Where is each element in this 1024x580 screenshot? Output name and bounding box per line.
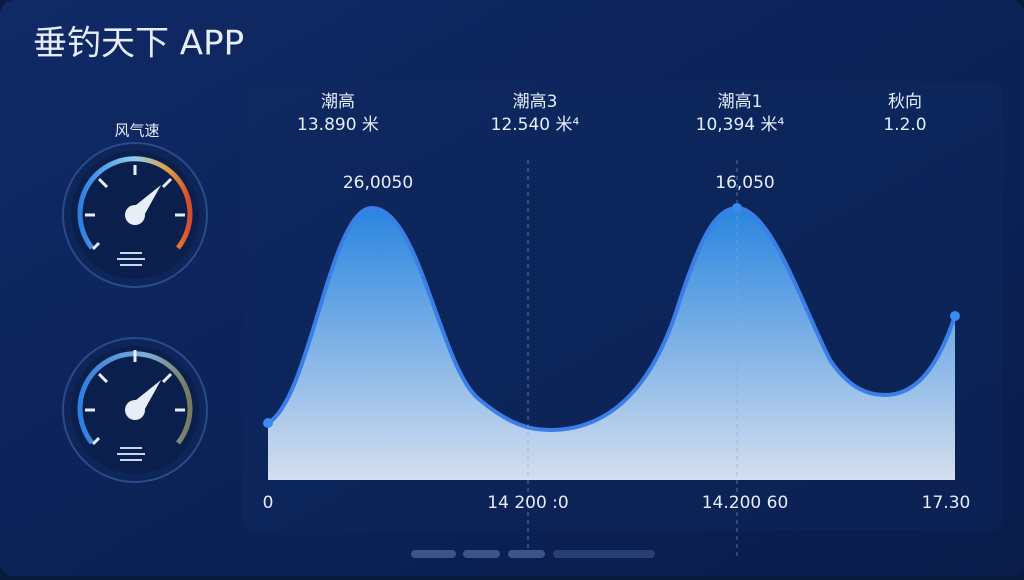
tide-label: 秋向 — [888, 92, 922, 112]
tide-value: 13.890 米 — [297, 115, 379, 135]
x-label: 14.200 60 — [702, 493, 789, 513]
x-label: 14 200 :0 — [487, 493, 568, 513]
tide-value: 12.540 米⁴ — [491, 115, 580, 135]
point — [950, 311, 960, 321]
x-label: 0 — [263, 493, 274, 513]
tide-label: 潮高 — [321, 92, 355, 112]
peak-label: 16,050 — [715, 173, 774, 193]
gauge — [62, 142, 208, 288]
tide-value: 10,394 米⁴ — [696, 115, 785, 135]
x-label: 17.30 — [922, 493, 971, 513]
point — [263, 418, 273, 428]
point — [732, 203, 742, 213]
tide-label: 潮高1 — [718, 92, 763, 112]
tide-label: 潮高3 — [513, 92, 558, 112]
app-title: 垂钓天下 APP — [33, 24, 244, 64]
tide-line — [266, 205, 957, 433]
peak-label: 26,0050 — [343, 173, 413, 193]
gauge-label: 风气速 — [114, 122, 159, 140]
tide-area — [268, 208, 955, 480]
gauge — [62, 337, 208, 483]
page-indicator — [411, 550, 655, 558]
tide-value: 1.2.0 — [883, 115, 926, 135]
